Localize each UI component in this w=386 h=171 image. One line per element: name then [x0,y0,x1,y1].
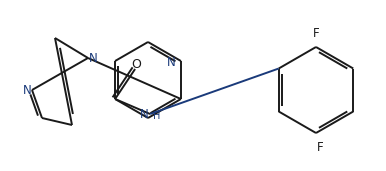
Text: O: O [131,57,141,70]
Text: H: H [153,111,161,121]
Text: N: N [141,108,149,121]
Text: N: N [167,56,176,69]
Text: F: F [317,141,323,154]
Text: N: N [89,52,97,65]
Text: N: N [23,84,31,97]
Text: F: F [313,27,319,40]
